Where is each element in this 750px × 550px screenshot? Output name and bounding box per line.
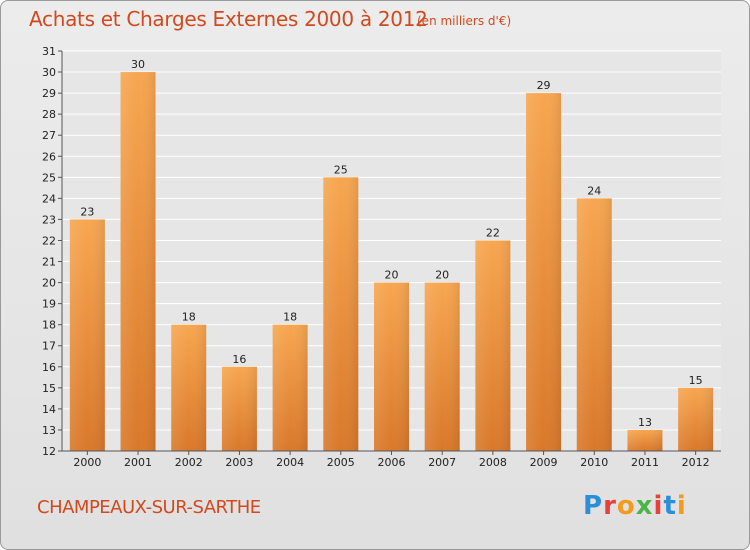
- bar-shade: [526, 93, 562, 452]
- bar-value-label: 18: [283, 311, 297, 324]
- bar-shade: [678, 387, 714, 451]
- y-tick-label: 24: [42, 192, 56, 205]
- bar-shade: [221, 366, 257, 451]
- bar-shade: [374, 282, 409, 451]
- bar-value-label: 30: [131, 58, 145, 71]
- y-tick-label: 12: [42, 445, 56, 458]
- y-tick-label: 28: [42, 108, 56, 121]
- bar-shade: [323, 177, 359, 451]
- y-tick-label: 23: [42, 213, 56, 226]
- y-tick-label: 30: [42, 66, 56, 79]
- x-tick-label: 2000: [73, 456, 101, 469]
- y-tick-label: 15: [42, 382, 56, 395]
- proxiti-logo[interactable]: Proxiti: [583, 491, 687, 521]
- y-tick-label: 19: [42, 298, 56, 311]
- y-tick-label: 13: [42, 424, 56, 437]
- logo-letter: i: [653, 491, 664, 521]
- logo-letter: P: [583, 491, 604, 521]
- bar-layer: 23 30 18 16 18 25 20 20 22 29 24 13 15: [69, 58, 714, 452]
- x-tick-label: 2004: [276, 456, 304, 469]
- axis-layer: 12 13 14 15 16 17 18 19 20 21 22 23 24 25 26 27 28 29 30 31…: [42, 45, 721, 469]
- y-tick-label: 21: [42, 256, 56, 269]
- y-tick-label: 14: [42, 403, 56, 416]
- logo-letter: i: [676, 491, 687, 521]
- x-tick-label: 2002: [175, 456, 203, 469]
- bar-value-label: 20: [435, 269, 449, 282]
- bar-value-label: 18: [182, 311, 196, 324]
- x-tick-label: 2011: [631, 456, 659, 469]
- y-tick-label: 29: [42, 87, 56, 100]
- bar-shade: [272, 324, 308, 451]
- bar-value-label: 20: [385, 269, 399, 282]
- bar-shade: [424, 282, 460, 451]
- bar-shade: [69, 219, 105, 451]
- bar-value-label: 29: [537, 79, 551, 92]
- y-tick-label: 22: [42, 234, 56, 247]
- y-tick-label: 18: [42, 319, 56, 332]
- y-tick-label: 25: [42, 171, 56, 184]
- bar-shade: [120, 72, 156, 451]
- bar-shade: [171, 324, 207, 451]
- x-tick-label: 2008: [479, 456, 507, 469]
- bar-value-label: 13: [638, 416, 652, 429]
- chart-subtitle: (en milliers d'€): [417, 14, 512, 28]
- x-tick-label: 2003: [225, 456, 253, 469]
- x-tick-label: 2001: [124, 456, 152, 469]
- x-tick-label: 2006: [378, 456, 406, 469]
- bar-shade: [627, 429, 663, 451]
- y-tick-label: 20: [42, 277, 56, 290]
- y-tick-label: 27: [42, 129, 56, 142]
- bar-value-label: 24: [587, 184, 601, 197]
- chart-title: Achats et Charges Externes 2000 à 2012: [29, 7, 428, 31]
- bar-shade: [576, 198, 612, 451]
- x-tick-label: 2010: [580, 456, 608, 469]
- y-tick-label: 17: [42, 340, 56, 353]
- logo-letter: r: [603, 491, 617, 521]
- x-tick-label: 2005: [327, 456, 355, 469]
- bar-value-label: 25: [334, 163, 348, 176]
- x-tick-label: 2009: [530, 456, 558, 469]
- logo-letter: t: [663, 491, 677, 521]
- bar-value-label: 22: [486, 226, 500, 239]
- logo-letter: x: [635, 491, 654, 521]
- y-tick-label: 26: [42, 150, 56, 163]
- logo-letter: o: [616, 491, 636, 521]
- bar-value-label: 15: [689, 374, 703, 387]
- x-tick-label: 2007: [428, 456, 456, 469]
- y-tick-label: 31: [42, 45, 56, 58]
- x-tick-label: 2012: [682, 456, 710, 469]
- bar-value-label: 16: [232, 353, 246, 366]
- bar-shade: [475, 240, 511, 451]
- commune-name: CHAMPEAUX-SUR-SARTHE: [37, 497, 261, 518]
- y-tick-label: 16: [42, 361, 56, 374]
- bar-value-label: 23: [80, 205, 94, 218]
